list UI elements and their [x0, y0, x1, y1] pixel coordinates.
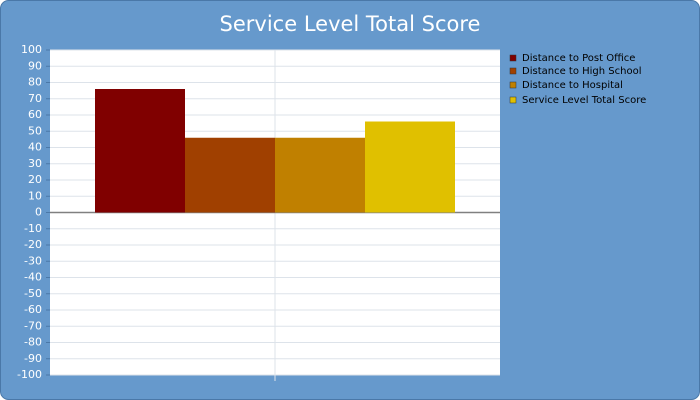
y-tick-label: -30	[24, 254, 42, 267]
y-tick-label: -90	[24, 352, 42, 365]
y-tick-label: 60	[28, 108, 42, 121]
legend-label: Service Level Total Score	[522, 95, 646, 106]
bar	[365, 121, 455, 213]
bar	[275, 137, 365, 213]
y-tick-label: 50	[28, 124, 42, 137]
legend-swatch	[509, 96, 517, 104]
y-tick-label: -40	[24, 271, 42, 284]
y-tick-label: 80	[28, 76, 42, 89]
bar	[95, 89, 185, 213]
y-tick-label: 40	[28, 141, 42, 154]
y-tick-label: -80	[24, 336, 42, 349]
y-tick-label: 10	[28, 189, 42, 202]
y-tick-label: -50	[24, 287, 42, 300]
y-tick-label: -100	[17, 368, 42, 381]
legend-label: Distance to Post Office	[522, 53, 635, 64]
legend-label: Distance to Hospital	[522, 80, 623, 91]
y-tick-label: -70	[24, 319, 42, 332]
legend-swatch	[509, 67, 517, 75]
y-tick-label: 100	[21, 43, 42, 56]
y-tick-label: -60	[24, 303, 42, 316]
y-tick-label: -20	[24, 238, 42, 251]
bar	[185, 137, 275, 213]
y-tick-label: 0	[35, 206, 42, 219]
y-tick-label: 70	[28, 92, 42, 105]
y-tick-label: 30	[28, 157, 42, 170]
chart-title: Service Level Total Score	[220, 12, 481, 36]
y-tick-label: 20	[28, 173, 42, 186]
legend-swatch	[509, 81, 517, 89]
legend-swatch	[509, 54, 517, 62]
y-tick-label: -10	[24, 222, 42, 235]
legend-label: Distance to High School	[522, 66, 641, 77]
y-tick-label: 90	[28, 59, 42, 72]
